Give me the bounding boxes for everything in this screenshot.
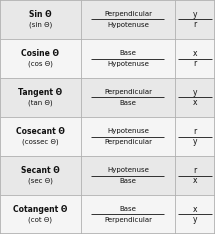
Text: Perpendicular: Perpendicular — [104, 217, 152, 223]
Text: Perpendicular: Perpendicular — [104, 139, 152, 145]
Text: Hypotenuse: Hypotenuse — [107, 61, 149, 66]
Text: Hypotenuse: Hypotenuse — [107, 22, 149, 28]
Text: Tangent Θ: Tangent Θ — [18, 88, 62, 97]
Text: Sin Θ: Sin Θ — [29, 10, 52, 19]
Text: r: r — [194, 59, 197, 68]
Text: (tan Θ): (tan Θ) — [28, 99, 53, 106]
Text: y: y — [193, 137, 197, 146]
Text: (sec Θ): (sec Θ) — [28, 177, 53, 184]
Bar — [0, 0, 215, 39]
Text: (sin Θ): (sin Θ) — [29, 21, 52, 28]
Text: Base: Base — [120, 206, 136, 212]
Text: y: y — [193, 88, 197, 97]
Text: r: r — [194, 20, 197, 29]
Text: Base: Base — [120, 100, 136, 106]
Text: Cosecant Θ: Cosecant Θ — [16, 127, 65, 136]
Bar — [0, 156, 215, 195]
Text: Hypotenuse: Hypotenuse — [107, 128, 149, 134]
Text: Base: Base — [120, 51, 136, 56]
Text: r: r — [194, 166, 197, 175]
Text: (cos Θ): (cos Θ) — [28, 60, 53, 67]
Text: Hypotenuse: Hypotenuse — [107, 168, 149, 173]
Text: x: x — [193, 205, 197, 214]
Bar — [0, 78, 215, 117]
Text: r: r — [194, 127, 197, 136]
Bar — [0, 117, 215, 156]
Text: Perpendicular: Perpendicular — [104, 89, 152, 95]
Text: (cossec Θ): (cossec Θ) — [22, 138, 59, 145]
Text: y: y — [193, 215, 197, 224]
Bar — [0, 195, 215, 234]
Text: (cot Θ): (cot Θ) — [28, 216, 52, 223]
Text: Perpendicular: Perpendicular — [104, 11, 152, 17]
Text: Cotangent Θ: Cotangent Θ — [13, 205, 68, 214]
Text: x: x — [193, 176, 197, 185]
Bar — [0, 39, 215, 78]
Text: x: x — [193, 98, 197, 107]
Text: Cosine Θ: Cosine Θ — [21, 49, 59, 58]
Text: x: x — [193, 49, 197, 58]
Text: Base: Base — [120, 178, 136, 183]
Text: Secant Θ: Secant Θ — [21, 166, 60, 175]
Text: y: y — [193, 10, 197, 19]
